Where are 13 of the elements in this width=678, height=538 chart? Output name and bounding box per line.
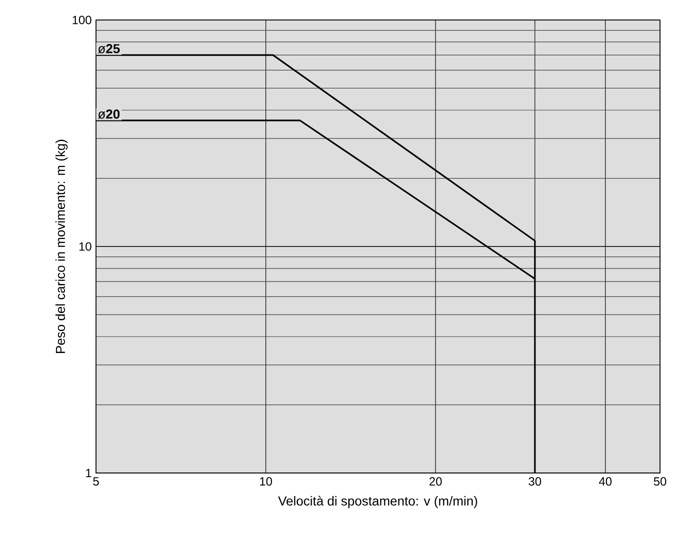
x-tick-label: 30 [528,477,542,486]
y-axis-title: Peso del carico in movimento: m (kg) [55,140,68,353]
x-tick-label: 10 [260,477,272,486]
x-tick-label: 40 [598,477,612,486]
y-tick-label: 1 [86,468,92,478]
x-tick-label: 50 [654,477,666,486]
series-label: ø20 [98,109,120,119]
series-label: ø25 [98,44,120,54]
x-axis-title: Velocità di spostamento: v (m/min) [278,496,478,508]
y-tick-label: 10 [79,242,92,251]
x-tick-label: 20 [429,477,442,486]
y-tick-label: 100 [72,16,92,24]
x-tick-label: 5 [93,477,99,486]
